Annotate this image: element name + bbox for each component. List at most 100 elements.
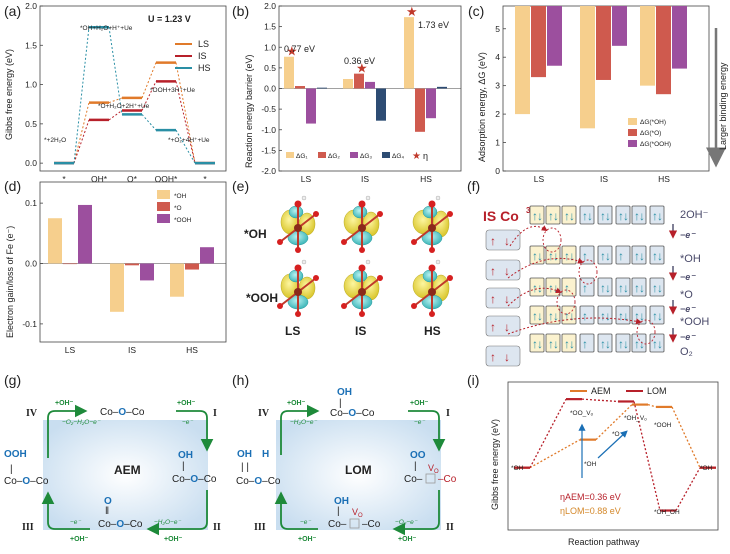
h-center: LOM xyxy=(345,463,372,477)
h-roman-iv: IV xyxy=(258,408,270,419)
panel-c: (c) Adsorption energy, ΔG (eV) 5 4 3 2 1 0 LS… xyxy=(468,3,728,184)
f-box xyxy=(615,245,631,265)
b-bar-HS-2 xyxy=(426,88,436,119)
panel-a-ylabel: Gibbs free energy (eV) xyxy=(4,49,14,140)
legend-eta: η xyxy=(423,151,428,161)
f-box xyxy=(597,245,613,265)
a-ytick: 2.0 xyxy=(25,1,37,11)
panel-e-label: (e) xyxy=(232,178,249,194)
f-adsorbate-up: ↑ xyxy=(490,320,496,334)
c-bar-HS-1 xyxy=(656,6,671,95)
f-box-up: ↑ xyxy=(548,309,554,323)
f-adsorbate-frame xyxy=(485,345,521,367)
binding-text: Larger binding energy xyxy=(718,62,728,150)
legend-g4: ΔG₄ xyxy=(392,153,404,160)
f-box xyxy=(561,333,577,353)
e-h-atom xyxy=(365,259,371,265)
f-orbital-highlight xyxy=(578,259,598,285)
legend-c3-swatch xyxy=(628,140,637,147)
f-adsorbate-down: ↓ xyxy=(504,264,510,278)
f-box-up: ↑ xyxy=(618,309,624,323)
b-bar-HS-3 xyxy=(437,86,447,89)
g-roman-ii: II xyxy=(213,522,221,533)
panel-b-xticks: LS IS HS xyxy=(301,174,432,184)
g-s-ii-o: O xyxy=(104,496,112,507)
b-bar-LS-3 xyxy=(317,87,327,89)
a-xtick: OOH* xyxy=(155,174,178,184)
f-adsorbate-up: ↑ xyxy=(490,350,496,364)
e-o-atom xyxy=(411,303,417,309)
g-s-ii-bond: ‖ xyxy=(105,506,109,517)
legend-is-text: IS xyxy=(198,51,207,61)
e-o-atom xyxy=(447,275,453,281)
h-top-left: +OH⁻ xyxy=(287,400,306,407)
f-box-up: ↑ xyxy=(618,337,624,351)
f-box xyxy=(561,205,577,225)
f-title: IS Co xyxy=(483,208,519,224)
e-lobe-cyan xyxy=(352,205,368,219)
b-ytick: 0.0 xyxy=(264,84,276,94)
g-cycle-arrows xyxy=(41,404,214,536)
f-box xyxy=(597,305,613,325)
h-background xyxy=(276,420,441,530)
legend-g1-swatch xyxy=(286,152,294,158)
f-box xyxy=(529,277,545,297)
eta-aem-text: ηAEM=0.36 eV xyxy=(560,492,621,502)
b-xtick: IS xyxy=(361,174,369,184)
panel-e: (e) *OH *OOH LS IS HS xyxy=(232,178,453,338)
a-xtick: OH* xyxy=(91,174,108,184)
f-arrow-3: −e⁻ xyxy=(680,304,696,314)
h-s-iv-bond: | xyxy=(339,398,342,409)
c-bar-LS-2 xyxy=(547,6,562,66)
e-o-atom xyxy=(411,239,417,245)
b-eta-star-HS: ★ xyxy=(406,4,418,19)
f-box-up: ↑ xyxy=(582,309,588,323)
h-cycle-arrows xyxy=(274,404,446,536)
b-eta-star-IS: ★ xyxy=(356,61,368,76)
panel-d-legend: *OH *O *OOH xyxy=(157,190,192,224)
e-o-atom xyxy=(429,247,435,253)
f-box xyxy=(545,333,561,353)
f-box-up: ↑ xyxy=(652,249,658,263)
g-top-mid: −O₂−H₂O−e⁻ xyxy=(62,419,101,426)
panel-a: (a) Gibbs free energy (eV) U = 1.23 V 2.… xyxy=(4,1,227,184)
f-box-down: ↓ xyxy=(553,209,559,223)
c-ytick: 4 xyxy=(495,52,500,62)
c-ytick: 3 xyxy=(495,81,500,91)
f-box-down: ↓ xyxy=(639,249,645,263)
f-box-up: ↑ xyxy=(548,281,554,295)
a-connector-HS xyxy=(108,27,123,115)
g-arrow-iv-i xyxy=(176,410,214,452)
c-ytick: 2 xyxy=(495,109,500,119)
eta-is-text: 0.36 eV xyxy=(344,56,375,66)
legend-d2-swatch xyxy=(157,202,170,211)
d-bar-IS-1 xyxy=(125,263,139,266)
panel-f-label: (f) xyxy=(467,178,480,194)
g-s-i-bond: | xyxy=(182,461,185,472)
f-box-up: ↑ xyxy=(634,337,640,351)
i-state-4: *OH_Vₒ xyxy=(624,415,647,422)
g-roman-i: I xyxy=(213,408,217,419)
panel-d-frame xyxy=(39,181,227,343)
g-center: AEM xyxy=(114,463,141,477)
g-arrow-i-ii xyxy=(146,490,208,536)
f-box-up: ↑ xyxy=(600,209,606,223)
f-box-up: ↑ xyxy=(532,337,538,351)
f-box-up: ↑ xyxy=(618,209,624,223)
g-s-iii: Co–O–Co xyxy=(4,476,49,487)
i-state-7: *OH_OH xyxy=(654,509,680,516)
f-box xyxy=(631,205,647,225)
legend-g2-swatch xyxy=(318,152,326,158)
f-box-up: ↑ xyxy=(564,309,570,323)
panel-b-legend: ΔG₁ ΔG₂ ΔG₃ ΔG₄ ★ η xyxy=(286,151,428,162)
h-vacancy-box-2 xyxy=(349,518,360,529)
e-fe-atom xyxy=(428,224,436,232)
g-top-left: +OH⁻ xyxy=(55,400,74,407)
f-box xyxy=(615,333,631,353)
legend-g2: ΔG₂ xyxy=(328,153,340,160)
d-bar-HS-1 xyxy=(185,263,199,270)
f-box-up: ↑ xyxy=(600,309,606,323)
i-lom-connector xyxy=(633,401,661,511)
c-bar-HS-0 xyxy=(640,6,655,86)
f-transfer-arrow xyxy=(507,257,584,279)
